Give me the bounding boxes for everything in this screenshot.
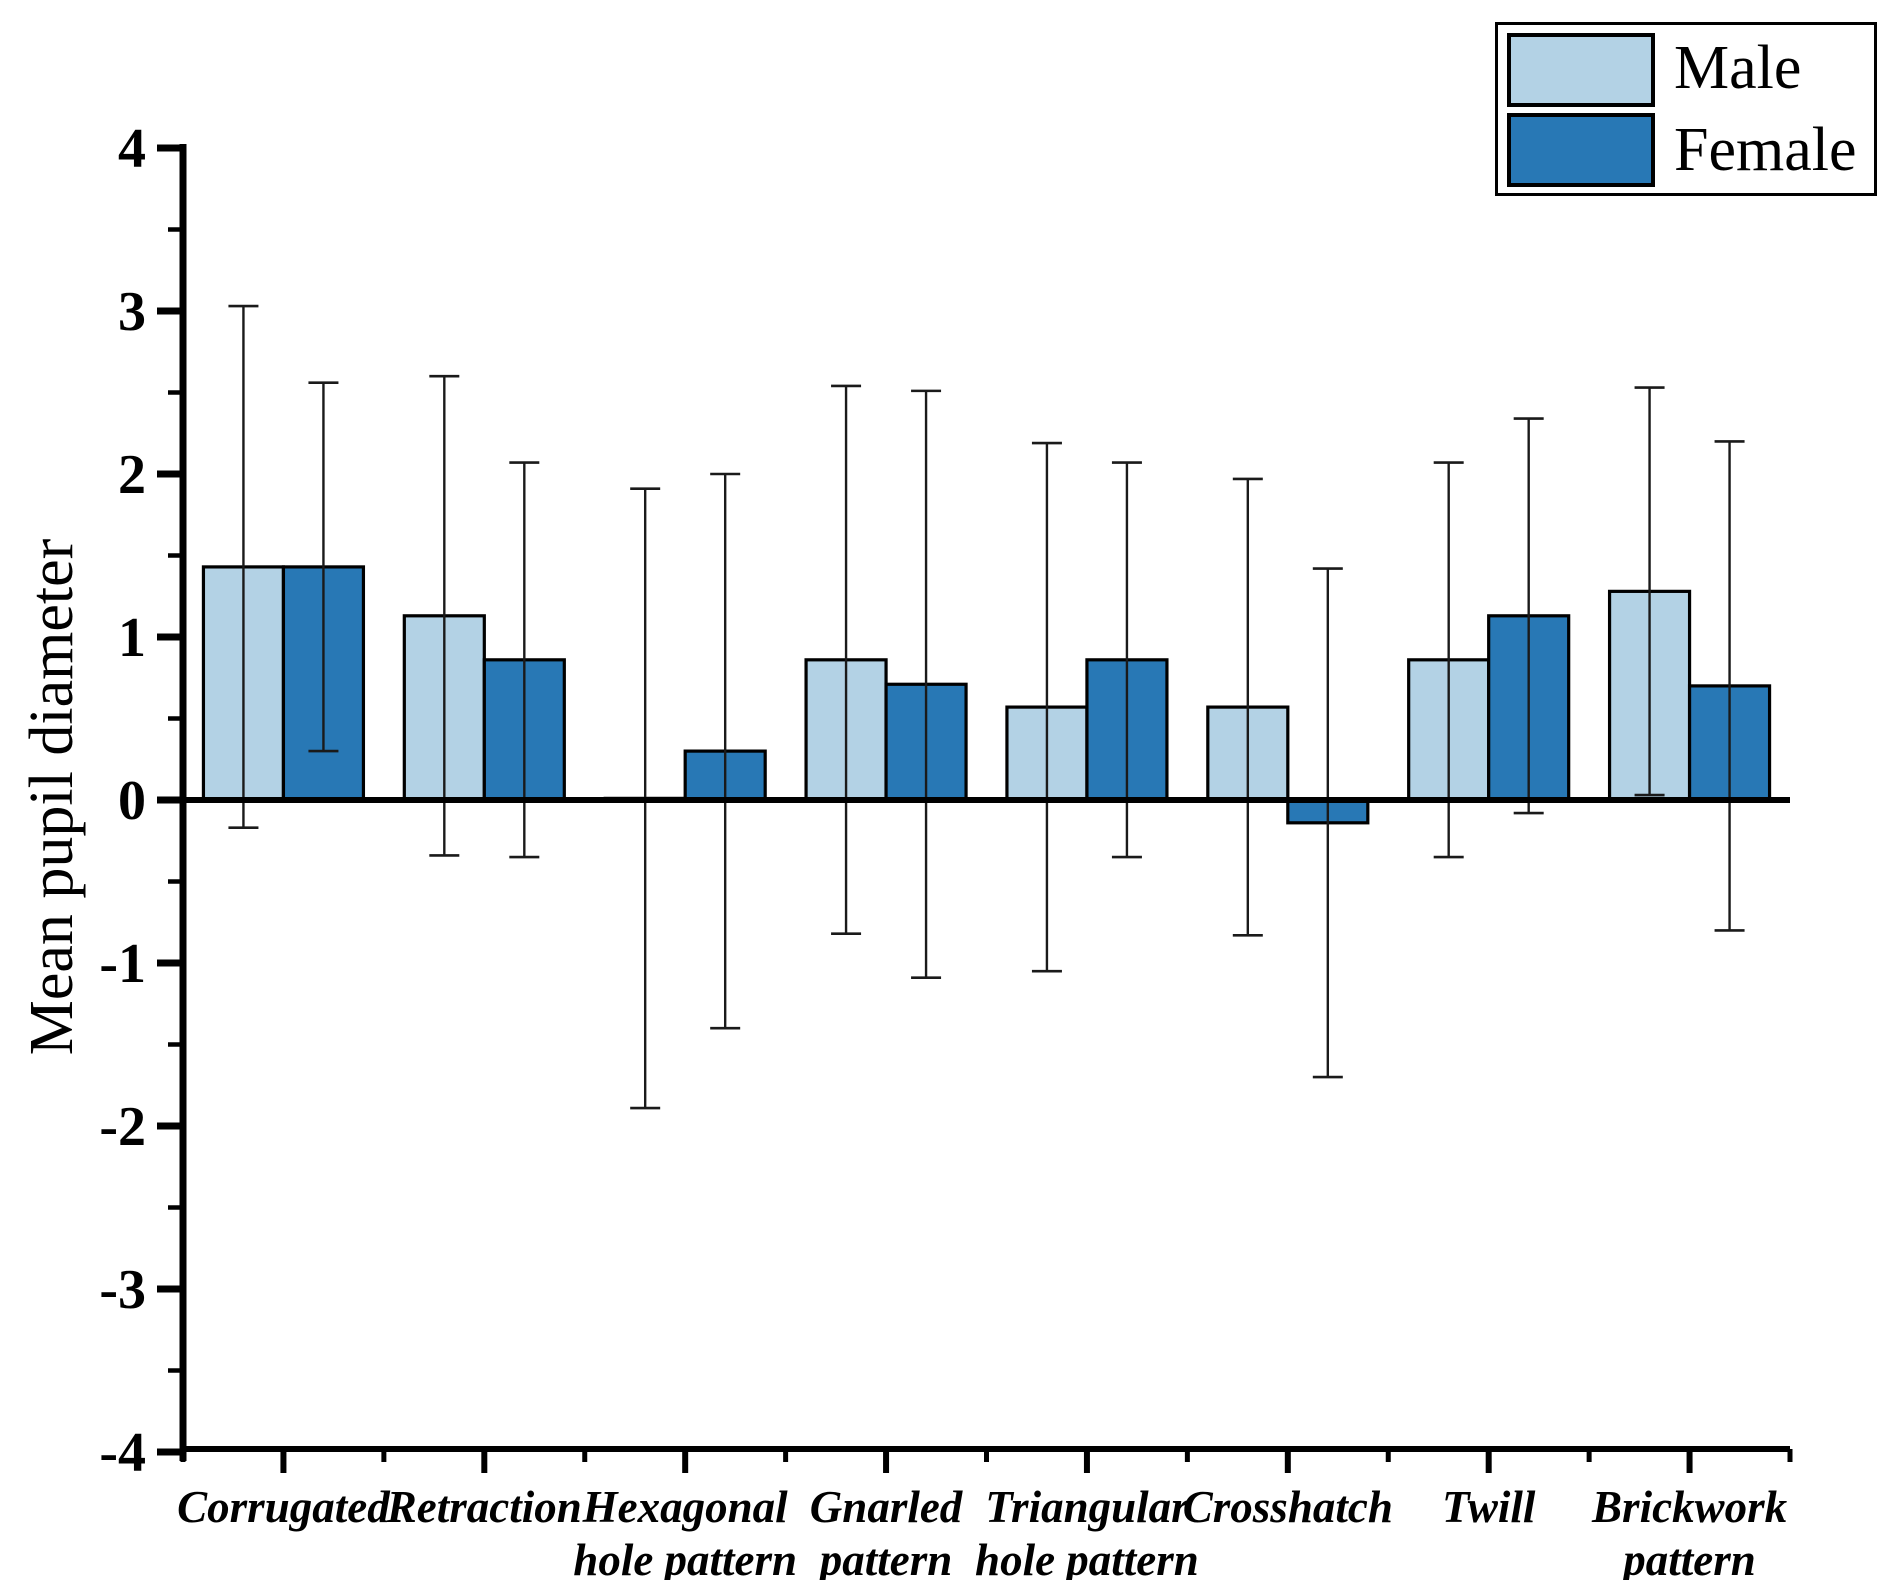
y-tick-label: 0 xyxy=(118,770,146,832)
y-tick-label: 3 xyxy=(118,281,146,343)
y-tick-label: 4 xyxy=(118,118,146,180)
legend-swatch-male xyxy=(1507,33,1655,107)
legend-label-male: Male xyxy=(1674,33,1802,102)
legend-swatch-female xyxy=(1507,113,1655,187)
category-label-1: Retraction xyxy=(386,1482,582,1532)
y-tick-label: -2 xyxy=(99,1096,146,1158)
category-label-2: Hexagonal hole pattern xyxy=(573,1482,797,1580)
y-tick-label: -3 xyxy=(99,1259,146,1321)
category-label-0: Corrugated xyxy=(177,1482,391,1532)
category-label-4: Triangular hole pattern xyxy=(975,1482,1199,1580)
legend-label-female: Female xyxy=(1674,115,1857,184)
category-label-7: Brickwork pattern xyxy=(1591,1482,1788,1580)
legend: Male Female xyxy=(1495,22,1877,196)
y-tick-label: 2 xyxy=(118,444,146,506)
y-tick-label: 1 xyxy=(118,607,146,669)
y-tick-label: -1 xyxy=(99,933,146,995)
category-label-5: Crosshatch xyxy=(1183,1482,1393,1532)
y-tick-label: -4 xyxy=(99,1422,146,1484)
category-label-3: Gnarled pattern xyxy=(810,1482,964,1580)
category-label-6: Twill xyxy=(1442,1482,1536,1532)
y-axis-title: Mean pupil diameter xyxy=(18,538,86,1056)
